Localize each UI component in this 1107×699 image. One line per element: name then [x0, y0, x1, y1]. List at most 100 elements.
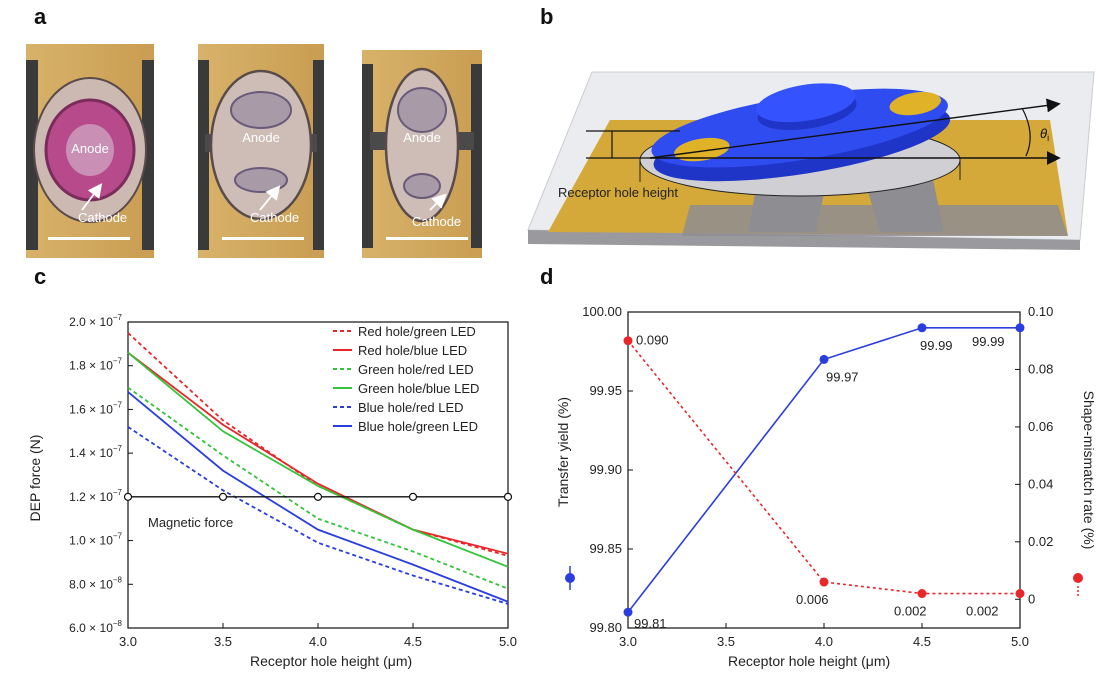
chart-c-ylabel: DEP force (N): [27, 435, 43, 522]
micrograph-3-cathode-label: Cathode: [412, 214, 461, 229]
chart-d-xtick-label: 4.5: [913, 634, 931, 649]
micrograph-2-scale-bar: [222, 237, 304, 240]
micrograph-3-left-electrode: [362, 64, 373, 248]
chart-c-legend-label: Green hole/red LED: [358, 362, 474, 377]
micrograph-1-cathode-label: Cathode: [78, 210, 127, 225]
micrograph-1-scale-bar: [48, 237, 130, 240]
electrode-gap-bottom: [682, 205, 1068, 236]
chart-d-ytick-left-label: 100.00: [582, 304, 622, 319]
chart-d-transfer-yield-point: [819, 354, 829, 364]
chart-d-transfer-yield-label: 99.99: [920, 338, 953, 353]
chart-d-xtick-label: 3.5: [717, 634, 735, 649]
chart-c-magnetic-force-point: [123, 492, 133, 501]
chart-d-mismatch-point: [1015, 589, 1025, 599]
micrograph-2: Anode Cathode: [198, 44, 324, 258]
chart-d-mismatch-line: [627, 340, 1020, 595]
chart-d-mismatch-label: 0.090: [636, 333, 669, 348]
chart-c-legend-label: Green hole/blue LED: [358, 381, 479, 396]
micrograph-2-cathode-bottom: [234, 167, 288, 193]
chart-d-ytick-left-label: 99.80: [589, 620, 622, 635]
chart-c-ytick-label: 2.0 × 10−7: [69, 313, 122, 329]
chart-d-ytick-right-label: 0.10: [1028, 304, 1053, 319]
chart-c-legend-label: Blue hole/green LED: [358, 419, 478, 434]
micrograph-3-cathode-bottom: [403, 173, 441, 199]
tilt-axis-arrow: [649, 98, 1061, 159]
chart-c-series-line: [127, 386, 509, 590]
micrograph-3-anode-label: Anode: [403, 130, 441, 145]
panel-letter-d: d: [540, 264, 554, 289]
micrograph-2-anode-label: Anode: [242, 130, 280, 145]
micrograph-1-left-electrode: [26, 60, 38, 250]
chart-d-mismatch-label: 0.002: [894, 604, 927, 619]
chart-d-transfer-yield-label: 99.97: [826, 369, 859, 384]
chart-c-magnetic-force-point: [408, 492, 418, 501]
chart-c-ytick-label: 1.2 × 10−7: [69, 488, 122, 504]
angle-arc: [1021, 107, 1031, 157]
chart-c-magnetic-force-label: Magnetic force: [148, 515, 233, 530]
led-mesa-top: [756, 83, 856, 123]
micrograph-3-right-electrode: [471, 64, 482, 248]
chart-c-xlabel: Receptor hole height (μm): [250, 653, 412, 669]
chart-d-ytick-right-label: 0.06: [1028, 419, 1053, 434]
chart-c-ytick-label: 1.6 × 10−7: [69, 400, 122, 416]
panel-a-micrographs: Anode Cathode Anode Cathode: [26, 44, 482, 258]
panel-letter-b: b: [540, 4, 554, 29]
chart-c-ytick-label: 1.4 × 10−7: [69, 444, 122, 460]
chart-d-ytick-right-label: 0.02: [1028, 534, 1053, 549]
chart-c-series-line: [127, 351, 509, 568]
micrograph-1-anode-label: Anode: [71, 141, 109, 156]
micrograph-2-right-electrode: [313, 60, 324, 250]
panel-d-chart: 100.00 99.95 99.90 99.85 99.80 0.10 0.08 0.06 0…: [555, 304, 1097, 669]
chart-d-ylabel-right: Shape-mismatch rate (%): [1081, 391, 1097, 550]
chart-c-ytick-label: 1.8 × 10−7: [69, 357, 122, 373]
chart-c-xtick-label: 3.0: [119, 634, 137, 649]
chart-c-xtick-label: 3.5: [214, 634, 232, 649]
chart-c-ytick-label: 8.0 × 10−8: [69, 575, 122, 591]
chart-c-ytick-label: 1.0 × 10−7: [69, 532, 122, 548]
chart-d-transfer-yield-point: [1015, 323, 1025, 333]
micrograph-3-scale-bar: [386, 237, 468, 240]
chart-c-legend-label: Blue hole/red LED: [358, 400, 464, 415]
micrograph-3-anode-top: [397, 87, 447, 133]
chart-d-ytick-left-label: 99.90: [589, 462, 622, 477]
chart-c-series-line: [127, 351, 509, 555]
micrograph-1-anode-core: [66, 124, 114, 176]
micrograph-2-cathode-label: Cathode: [250, 210, 299, 225]
chart-d-mismatch-label: 0.002: [966, 604, 999, 619]
chart-d-mismatch-point: [819, 577, 829, 587]
chart-d-mismatch-point: [623, 336, 633, 346]
chart-d-transfer-yield-label: 99.99: [972, 334, 1005, 349]
chart-c-ytick-label: 6.0 × 10−8: [69, 619, 122, 635]
chart-d-transfer-yield-point: [917, 323, 927, 333]
angle-theta-label: θi: [1040, 126, 1049, 143]
chart-c-magnetic-force-point: [503, 492, 513, 501]
micrograph-2-left-electrode: [198, 60, 209, 250]
substrate-base: [528, 230, 1080, 250]
chart-d-mismatch-label: 0.006: [796, 592, 829, 607]
chart-c-legend-label: Red hole/green LED: [358, 324, 476, 339]
chart-d-xlabel: Receptor hole height (μm): [728, 653, 890, 669]
panel-letter-a: a: [34, 4, 47, 29]
led-contact-left: [674, 137, 730, 162]
chart-d-ytick-right-label: 0.04: [1028, 476, 1053, 491]
chart-d-ytick-left-label: 99.95: [589, 383, 622, 398]
chart-c-xtick-label: 5.0: [499, 634, 517, 649]
chart-d-xtick-label: 5.0: [1011, 634, 1029, 649]
chart-d-ytick-right-label: 0: [1028, 591, 1035, 606]
chart-d-ytick-right-label: 0.08: [1028, 361, 1053, 376]
chart-c-magnetic-force-point: [313, 492, 323, 501]
panel-c-chart: 2.0 × 10−7 1.8 × 10−7 1.6 × 10−7 1.4 × 10−7…: [27, 313, 517, 669]
chart-d-ylabel-left: Transfer yield (%): [555, 397, 571, 507]
chart-c-magnetic-force-point: [218, 492, 228, 501]
led-contact-right: [889, 92, 942, 116]
micrograph-3: Anode Cathode: [362, 50, 482, 258]
receptor-hole-height-label: Receptor hole height: [558, 185, 678, 200]
chart-d-transfer-yield-point: [623, 607, 633, 617]
panel-b-schematic: θi Receptor hole height: [527, 71, 1095, 250]
micrograph-1: Anode Cathode: [26, 44, 154, 258]
chart-d-ytick-left-label: 99.85: [589, 541, 622, 556]
chart-d-mismatch-point: [917, 589, 927, 599]
micrograph-1-right-electrode: [142, 60, 154, 250]
chart-c-legend-label: Red hole/blue LED: [358, 343, 467, 358]
